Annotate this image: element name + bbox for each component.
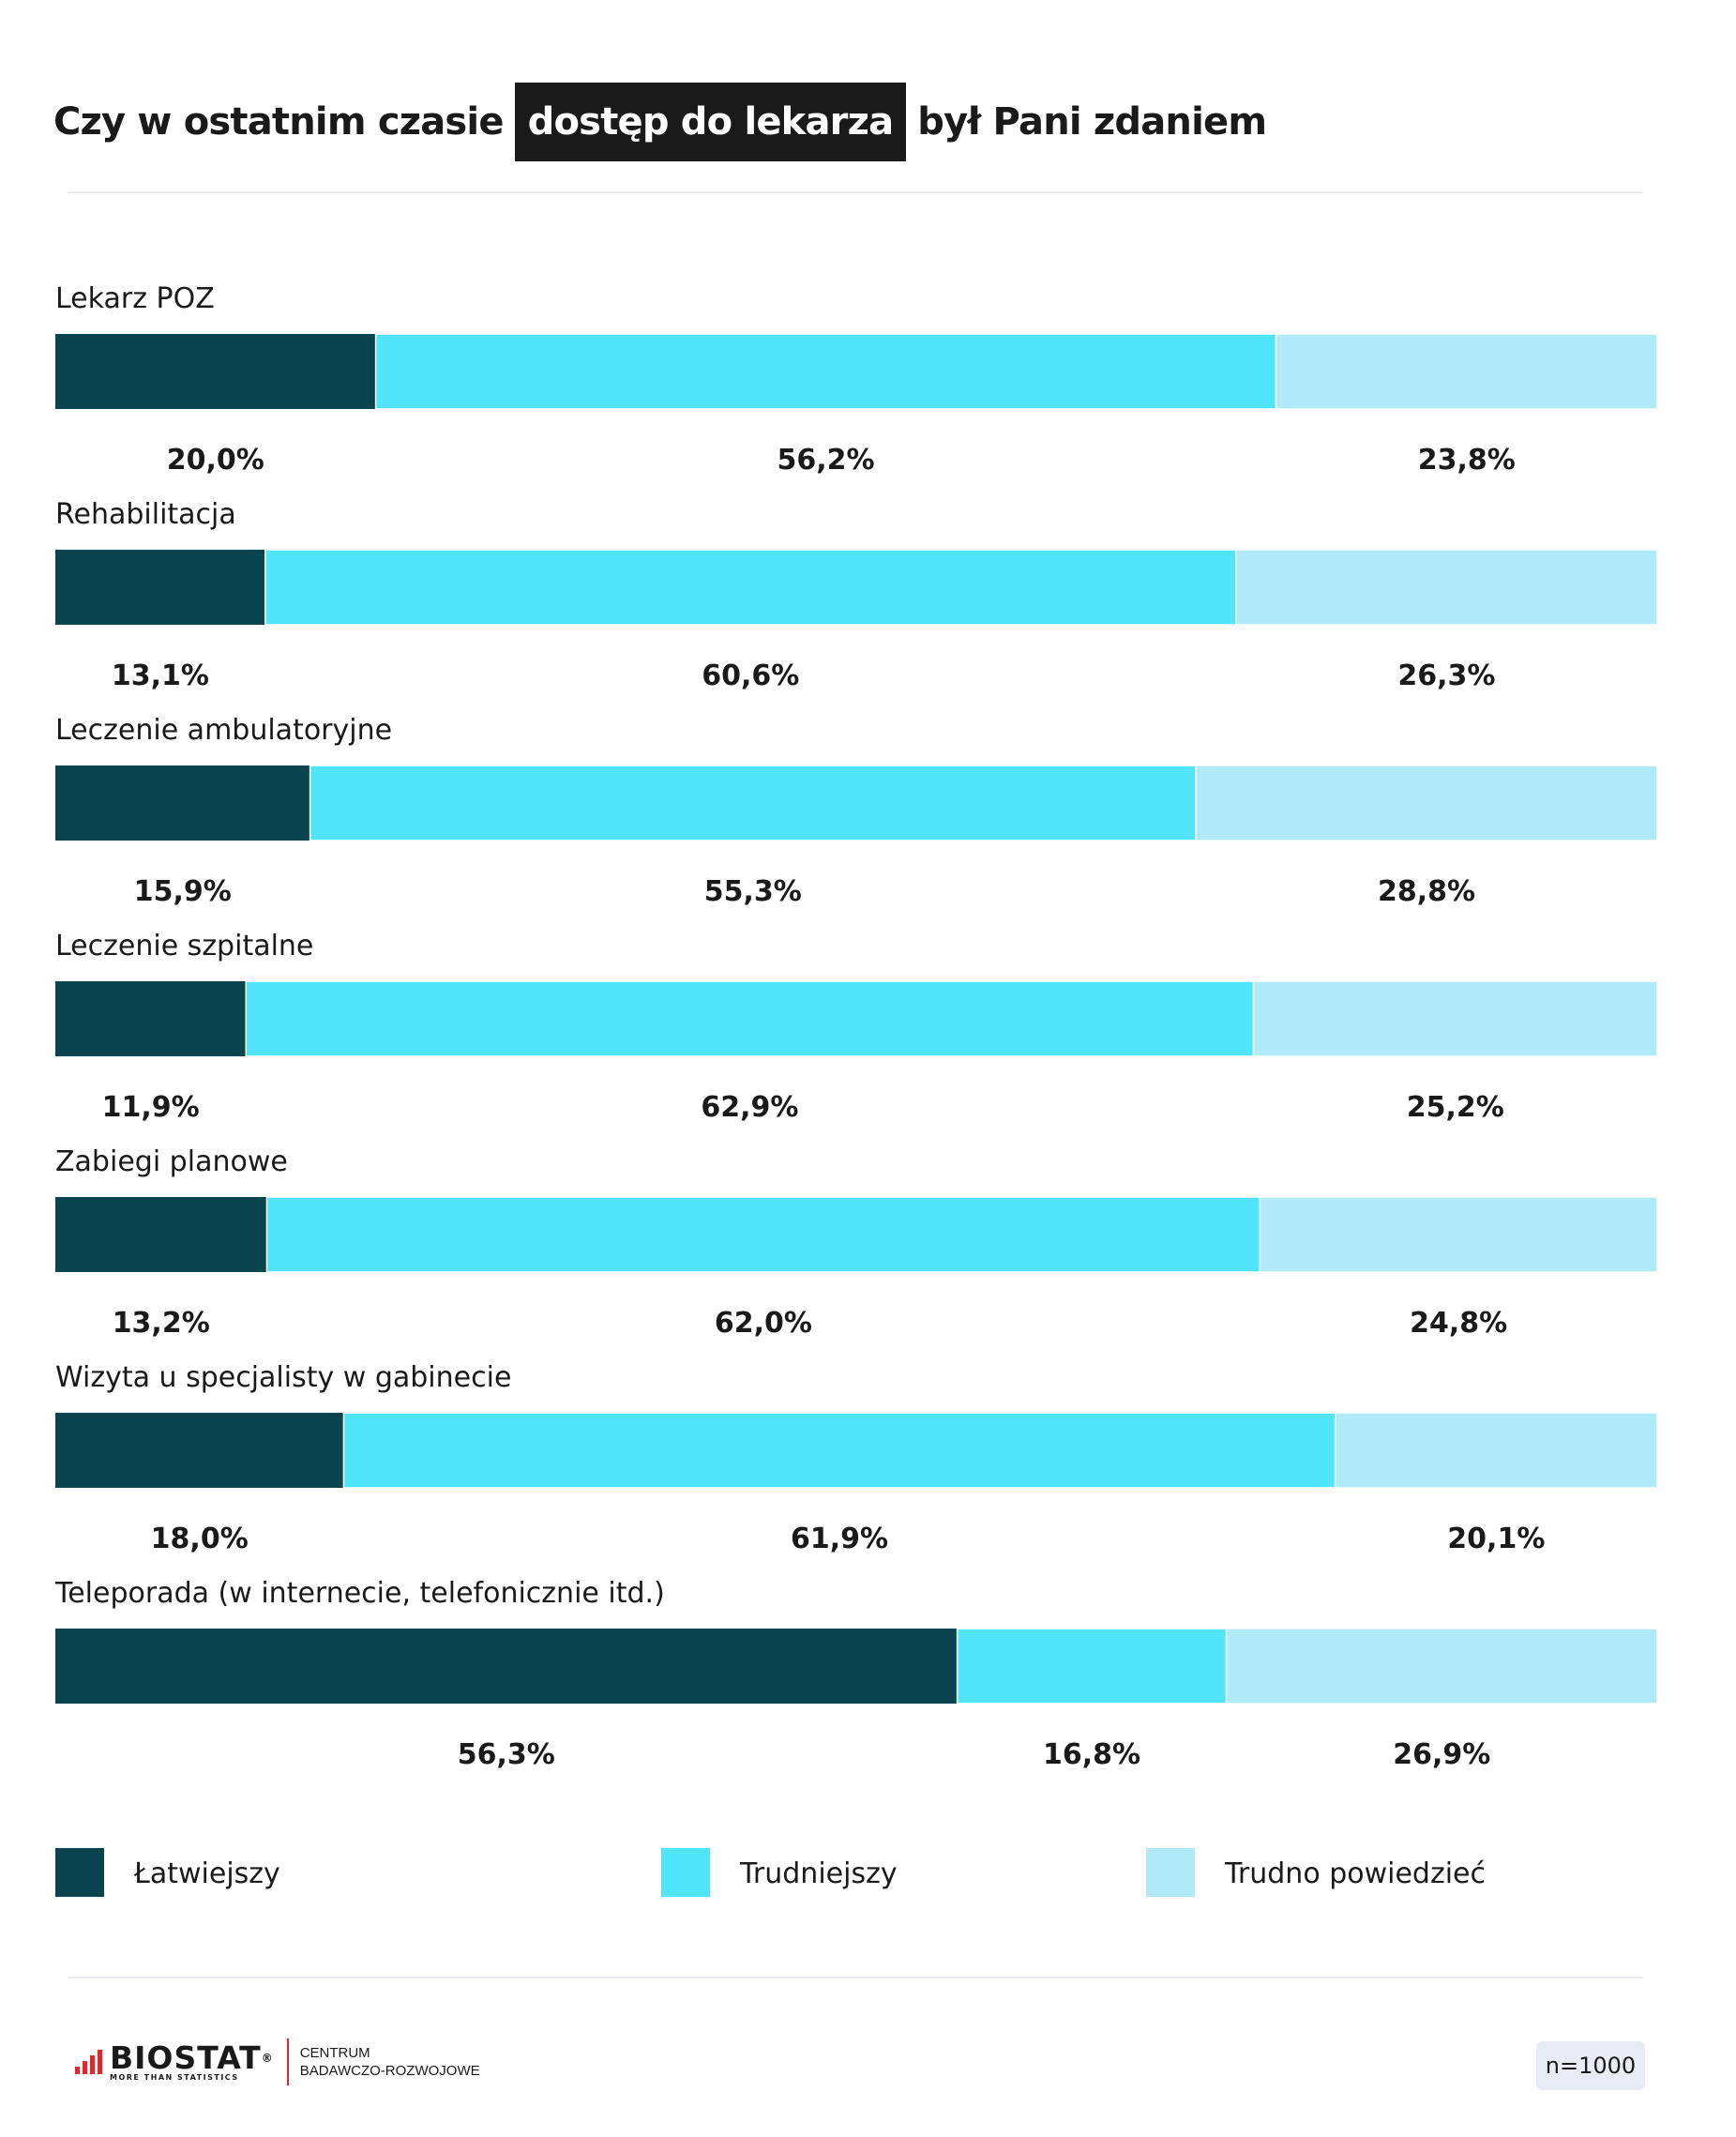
bar-segment-trudniejszy bbox=[245, 980, 1255, 1057]
category-label: Rehabilitacja bbox=[55, 498, 236, 531]
bar-segment-trudniejszy bbox=[374, 333, 1277, 410]
legend-label-latwiejszy: Łatwiejszy bbox=[133, 1857, 280, 1890]
data-label: 13,1% bbox=[112, 659, 209, 692]
bottom-divider bbox=[68, 1977, 1643, 1978]
bar-segment-latwiejszy bbox=[55, 981, 247, 1056]
data-label: 13,2% bbox=[113, 1307, 210, 1340]
data-label: 16,8% bbox=[1043, 1738, 1140, 1771]
data-label: 18,0% bbox=[151, 1523, 249, 1555]
bar-segment-latwiejszy bbox=[55, 765, 310, 841]
logo-separator bbox=[286, 2038, 289, 2085]
data-label: 11,9% bbox=[102, 1091, 200, 1124]
data-label: 62,9% bbox=[701, 1091, 798, 1124]
bar-segment-trudniejszy bbox=[956, 1628, 1228, 1705]
title-highlight: dostęp do lekarza bbox=[514, 83, 907, 161]
bar-segment-trudno-powiedziec bbox=[1235, 549, 1658, 626]
legend-swatch-trudniejszy bbox=[661, 1848, 710, 1897]
center-line-2: BADAWCZO-ROZWOJOWE bbox=[299, 2063, 480, 2079]
logo-name: BIOSTAT bbox=[110, 2038, 262, 2076]
data-label: 25,2% bbox=[1407, 1091, 1504, 1124]
bar-segment-trudniejszy bbox=[264, 549, 1237, 626]
data-label: 26,9% bbox=[1393, 1738, 1490, 1771]
bar-segment-latwiejszy bbox=[55, 1629, 958, 1704]
chart-title: Czy w ostatnim czasie dostęp do lekarza … bbox=[53, 83, 1267, 161]
data-label: 24,8% bbox=[1410, 1307, 1507, 1340]
bar-segment-latwiejszy bbox=[55, 1197, 267, 1272]
category-label: Teleporada (w internecie, telefonicznie … bbox=[54, 1577, 665, 1610]
data-label: 56,3% bbox=[458, 1738, 555, 1771]
biostat-logo: BIOSTAT® MORE THAN STATISTICS CENTRUM BA… bbox=[75, 2034, 480, 2090]
data-label: 62,0% bbox=[715, 1307, 812, 1340]
legend-label-trudniejszy: Trudniejszy bbox=[739, 1857, 898, 1890]
title-part-before: Czy w ostatnim czasie bbox=[53, 100, 504, 144]
bar-segment-trudno-powiedziec bbox=[1275, 333, 1658, 410]
logo-bars-icon bbox=[75, 2050, 102, 2074]
data-label: 15,9% bbox=[134, 875, 232, 908]
sample-size-badge: n=1000 bbox=[1536, 2041, 1645, 2090]
bar-segment-latwiejszy bbox=[55, 334, 376, 409]
title-part-after: był Pani zdaniem bbox=[917, 100, 1267, 144]
bar-segment-trudno-powiedziec bbox=[1259, 1196, 1658, 1273]
bar-segment-trudno-powiedziec bbox=[1252, 980, 1658, 1057]
legend-swatch-trudno-powiedziec bbox=[1146, 1848, 1195, 1897]
legend-swatch-latwiejszy bbox=[55, 1848, 104, 1897]
data-label: 20,0% bbox=[167, 444, 264, 477]
data-label: 26,3% bbox=[1397, 659, 1495, 692]
stacked-bar-chart: Lekarz POZ 20,0% 56,2% 23,8% Rehabilitacja 13… bbox=[54, 282, 1658, 1897]
category-label: Zabiegi planowe bbox=[55, 1145, 288, 1178]
center-line-1: CENTRUM bbox=[299, 2045, 370, 2061]
data-label: 61,9% bbox=[791, 1523, 888, 1555]
data-label: 28,8% bbox=[1378, 875, 1475, 908]
data-label: 55,3% bbox=[704, 875, 802, 908]
legend-label-trudno-powiedziec: Trudno powiedzieć bbox=[1224, 1857, 1486, 1890]
data-label: 60,6% bbox=[702, 659, 799, 692]
category-label: Leczenie szpitalne bbox=[55, 930, 313, 962]
bar-segment-trudno-powiedziec bbox=[1334, 1412, 1658, 1489]
bar-segment-trudniejszy bbox=[265, 1196, 1261, 1273]
logo-registered: ® bbox=[261, 2051, 274, 2065]
category-label: Wizyta u specjalisty w gabinecie bbox=[55, 1361, 511, 1394]
bar-segment-latwiejszy bbox=[55, 550, 265, 625]
category-label: Lekarz POZ bbox=[55, 282, 215, 315]
data-label: 23,8% bbox=[1418, 444, 1516, 477]
logo-tagline: MORE THAN STATISTICS bbox=[110, 2072, 239, 2082]
top-divider bbox=[68, 191, 1643, 193]
data-label: 56,2% bbox=[777, 444, 875, 477]
bar-segment-trudno-powiedziec bbox=[1225, 1628, 1658, 1705]
data-label: 20,1% bbox=[1447, 1523, 1545, 1555]
bar-segment-trudniejszy bbox=[342, 1412, 1336, 1489]
bar-segment-latwiejszy bbox=[55, 1413, 344, 1488]
bar-segment-trudniejszy bbox=[309, 765, 1197, 841]
bar-segment-trudno-powiedziec bbox=[1195, 765, 1658, 841]
category-label: Leczenie ambulatoryjne bbox=[55, 714, 392, 747]
